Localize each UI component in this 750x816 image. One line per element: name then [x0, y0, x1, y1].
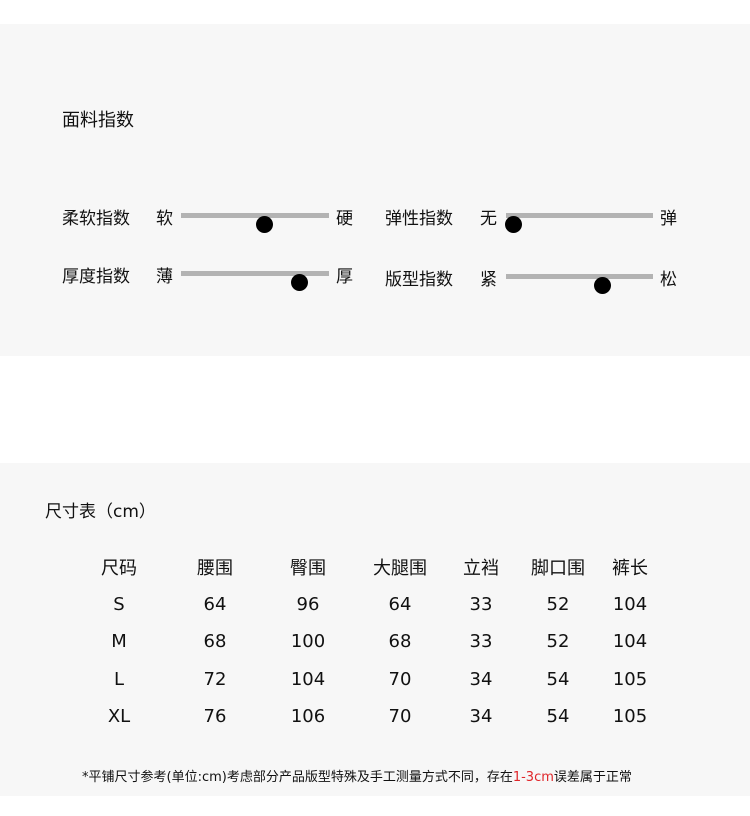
column-header: 腰围: [197, 557, 233, 579]
table-cell: 100: [290, 631, 326, 653]
table-cell: 76: [203, 706, 227, 728]
table-cell: 33: [469, 631, 493, 653]
thickness-slider: 厚度指数 薄 厚: [62, 262, 357, 291]
slider-high-label: 厚: [336, 267, 353, 287]
table-cell: 105: [612, 668, 648, 690]
slider-high-label: 松: [660, 270, 677, 290]
column-header: 裤长: [612, 557, 648, 579]
slider-low-label: 薄: [156, 267, 173, 287]
table-cell: 54: [546, 706, 570, 728]
table-cell: 105: [612, 706, 648, 728]
table-row: L 72 104 70 34 54 105: [70, 661, 660, 699]
slider-knob: [593, 277, 611, 294]
table-cell: 52: [546, 631, 570, 653]
slider-track: [506, 274, 653, 294]
table-cell: 72: [203, 668, 227, 690]
slider-high-label: 弹: [660, 209, 677, 229]
table-header-row: 尺码 腰围 臀围 大腿围 立裆 脚口围 裤长: [70, 548, 660, 586]
size-table: 尺码 腰围 臀围 大腿围 立裆 脚口围 裤长 S 64 96 64 33 52 104 M 68 100 68 3…: [70, 548, 660, 736]
table-row: M 68 100 68 33 52 104: [70, 623, 660, 661]
fit-slider: 版型指数 紧 松: [385, 265, 685, 294]
table-cell: 64: [388, 593, 412, 615]
table-cell: 96: [296, 593, 320, 615]
slider-knob: [291, 274, 309, 291]
column-header: 立裆: [463, 557, 499, 579]
column-header: 尺码: [101, 557, 137, 579]
softness-slider: 柔软指数 软 硬: [62, 204, 357, 233]
column-header: 脚口围: [531, 557, 585, 579]
slider-knob: [505, 216, 523, 233]
table-cell: 104: [290, 668, 326, 690]
slider-high-label: 硬: [336, 209, 353, 229]
table-cell: 52: [546, 593, 570, 615]
slider-track: [505, 213, 653, 233]
slider-label: 弹性指数: [385, 209, 453, 229]
fabric-index-title: 面料指数: [62, 110, 134, 131]
table-cell: 34: [469, 706, 493, 728]
slider-low-label: 软: [156, 209, 173, 229]
table-cell: 34: [469, 668, 493, 690]
table-cell: L: [113, 668, 125, 690]
fabric-index-panel: [0, 24, 750, 356]
table-cell: 70: [388, 706, 412, 728]
table-cell: M: [111, 631, 127, 653]
size-table-title: 尺寸表（cm）: [45, 502, 156, 522]
note-text: *平铺尺寸参考(单位:cm)考虑部分产品版型特殊及手工测量方式不同，存在: [82, 770, 513, 785]
slider-track: [181, 271, 329, 291]
table-cell: 106: [290, 706, 326, 728]
table-row: XL 76 106 70 34 54 105: [70, 698, 660, 736]
table-cell: 70: [388, 668, 412, 690]
slider-label: 柔软指数: [62, 209, 130, 229]
slider-knob: [255, 216, 273, 233]
table-cell: 33: [469, 593, 493, 615]
slider-low-label: 紧: [480, 270, 497, 290]
slider-label: 版型指数: [385, 270, 453, 290]
size-note: *平铺尺寸参考(单位:cm)考虑部分产品版型特殊及手工测量方式不同，存在1-3c…: [82, 766, 632, 785]
size-table-panel: [0, 463, 750, 796]
slider-label: 厚度指数: [62, 267, 130, 287]
note-text-end: 误差属于正常: [553, 770, 632, 785]
table-row: S 64 96 64 33 52 104: [70, 586, 660, 624]
column-header: 大腿围: [373, 557, 427, 579]
note-highlight: 1-3cm: [512, 770, 554, 785]
table-cell: XL: [107, 706, 131, 728]
table-cell: 54: [546, 668, 570, 690]
slider-track: [181, 213, 329, 233]
column-header: 臀围: [290, 557, 326, 579]
table-cell: 68: [388, 631, 412, 653]
table-cell: 64: [203, 593, 227, 615]
table-cell: 68: [203, 631, 227, 653]
table-cell: 104: [612, 631, 648, 653]
elasticity-slider: 弹性指数 无 弹: [385, 204, 685, 233]
slider-low-label: 无: [480, 209, 497, 229]
table-cell: S: [113, 593, 125, 615]
table-cell: 104: [612, 593, 648, 615]
